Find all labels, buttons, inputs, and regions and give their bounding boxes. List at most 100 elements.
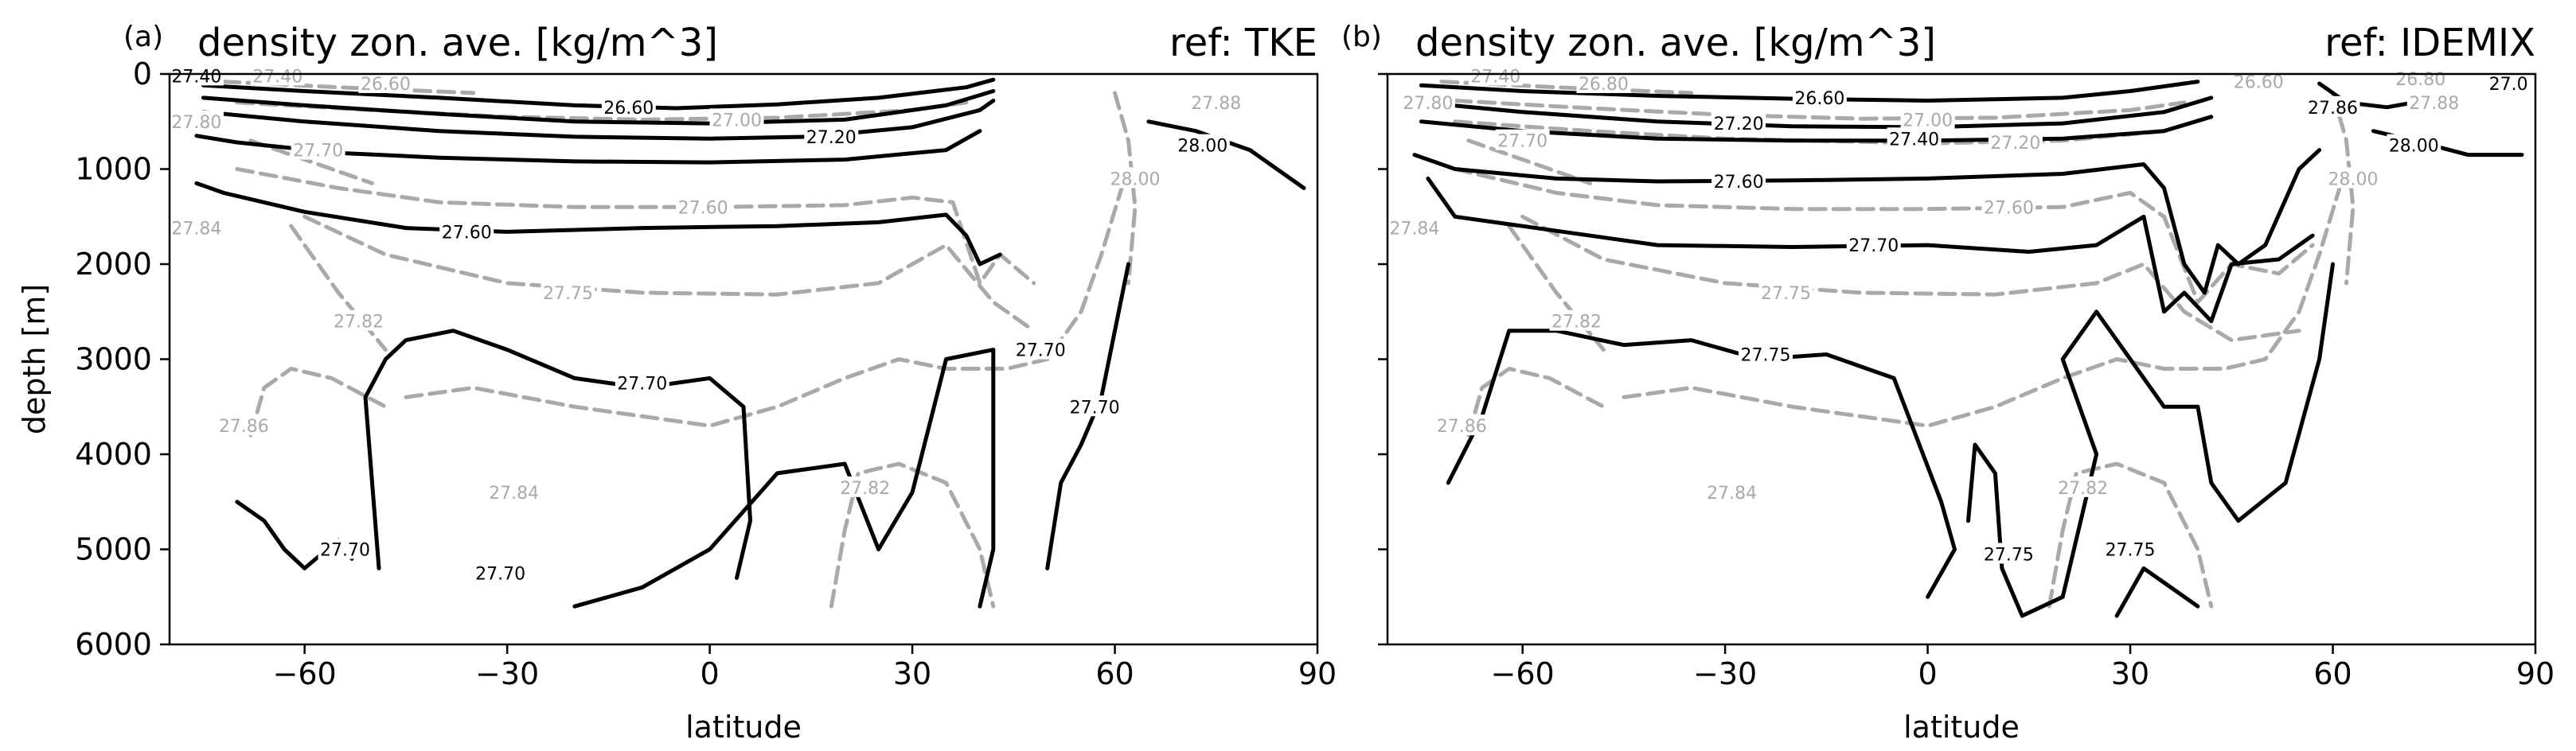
contour-label: 27.70 <box>1497 132 1548 152</box>
contour-label-bg <box>217 414 271 436</box>
contour-label-bg <box>615 372 669 393</box>
contour-label: 28.00 <box>1110 169 1160 189</box>
contour-label-bg <box>2481 72 2536 93</box>
contour-label: 27.60 <box>1984 198 2034 218</box>
contour-label: 27.84 <box>171 220 221 239</box>
contour-line-dashed-gray-27.70 <box>1466 138 1592 185</box>
contour-label: 27.40 <box>1889 130 1939 150</box>
contour-label-bg <box>1495 129 1550 150</box>
x-tick-label: 0 <box>700 656 719 691</box>
contour-label: 27.84 <box>1389 220 1439 239</box>
contour-label: 27.60 <box>442 223 492 243</box>
contour-label-bg <box>2305 95 2360 117</box>
contour-label-bg <box>1981 543 2036 564</box>
contour-label-bg <box>291 138 345 160</box>
contour-label-bg <box>1739 343 1793 364</box>
contour-label: 27.70 <box>293 142 343 161</box>
contour-line-solid-black-27.60 <box>194 181 1002 267</box>
contour-label: 27.75 <box>543 284 593 304</box>
contour-label: 27.82 <box>1551 313 1602 333</box>
x-tick-label: −30 <box>475 656 539 691</box>
contour-label: 27.88 <box>2409 94 2459 114</box>
x-tick-label: 0 <box>1918 656 1937 691</box>
contour-label: 27.60 <box>1714 173 1764 193</box>
contour-label-bg <box>804 125 859 146</box>
contour-label-bg <box>1792 86 1847 107</box>
contour-label: 27.75 <box>2106 541 2156 561</box>
contour-line-solid-black-27.70 <box>363 329 752 580</box>
contour-label-bg <box>1981 196 2036 217</box>
contour-label-bg <box>2103 538 2158 559</box>
contour-label: 27.84 <box>1707 484 1757 504</box>
contour-label-bg <box>541 281 595 302</box>
contour-label-bg <box>2393 67 2448 88</box>
contour-label: 27.86 <box>1437 417 1487 437</box>
contour-line-solid-black-27.86 <box>2317 81 2416 110</box>
contour-label-bg <box>358 72 413 93</box>
contour-label-bg <box>331 309 386 331</box>
x-axis-title: latitude <box>685 710 802 745</box>
contour-label: 27.86 <box>2308 99 2358 119</box>
contour-label-bg <box>601 95 656 117</box>
panel-label: (a) <box>123 21 163 53</box>
contour-line-dashed-gray-27.82 <box>2047 461 2214 609</box>
contour-label-bg <box>1711 170 1766 192</box>
y-tick-label: 6000 <box>75 627 152 662</box>
x-tick-label: −60 <box>1491 656 1555 691</box>
contour-label: 27.80 <box>171 113 221 133</box>
contour-line-solid-black-27.70 <box>1045 262 1130 570</box>
contour-label-bg <box>318 538 373 559</box>
contour-label: 27.00 <box>1903 111 1953 130</box>
contour-line-dashed-gray-27.60 <box>235 167 1036 286</box>
contour-label: 26.80 <box>2395 70 2445 90</box>
plot-area <box>1388 74 2535 644</box>
panel-title: density zon. ave. [kg/m^3] <box>1415 21 1936 65</box>
contour-label-bg <box>486 481 541 502</box>
contour-line-solid-black-27.70 <box>1426 176 2315 324</box>
contour-label-bg <box>676 196 731 217</box>
contour-label-bg <box>1175 134 1230 155</box>
x-tick-label: 90 <box>1298 656 1337 691</box>
contour-label: 27.70 <box>617 374 667 394</box>
contour-label-bg <box>2387 134 2441 155</box>
contour-line-solid-black-27.00 <box>201 89 996 126</box>
contour-line-solid-black-27.40 <box>194 129 982 165</box>
contour-line-solid-black-27.60 <box>1412 148 2322 295</box>
contour-label: 27.70 <box>1848 236 1899 256</box>
x-tick-label: 60 <box>1095 656 1134 691</box>
y-axis-title: depth [m] <box>17 284 52 434</box>
contour-label-bg <box>473 562 528 583</box>
contour-line-solid-black-27.70 <box>572 348 996 609</box>
x-axis-title: latitude <box>1903 710 2020 745</box>
contour-label: 27.75 <box>1741 346 1791 366</box>
x-tick-label: 60 <box>2313 656 2352 691</box>
contour-line-solid-black-27.75 <box>1966 262 2335 618</box>
contour-label-bg <box>1704 481 1759 502</box>
contour-label-bg <box>250 64 305 86</box>
contour-line-solid-black-27.75 <box>1446 329 1957 599</box>
contour-line-solid-black-27.20 <box>201 99 996 141</box>
contour-label: 27.70 <box>1016 341 1066 361</box>
contour-label: 27.20 <box>806 128 857 148</box>
x-tick-label: −30 <box>1693 656 1757 691</box>
contour-line-solid-black-26.60 <box>1419 80 2200 103</box>
contour-label-bg <box>1188 91 1243 112</box>
contour-label: 26.60 <box>361 75 411 95</box>
contour-line-dashed-gray-27.84 <box>1622 185 2342 428</box>
contour-label-bg <box>1887 127 1942 149</box>
contour-label: 27.40 <box>171 67 221 87</box>
contour-line-solid-black-27.75 <box>2114 566 2200 618</box>
contour-label: 26.60 <box>2234 73 2284 93</box>
contour-label-bg <box>1900 108 1955 130</box>
contour-label-bg <box>1988 131 2043 153</box>
y-tick-label: 0 <box>133 56 152 91</box>
contour-label-bg <box>1400 91 1455 112</box>
contour-label: 28.00 <box>1177 137 1228 157</box>
contour-label: 27.70 <box>320 541 370 561</box>
contour-label-bg <box>1107 167 1162 189</box>
contour-line-dashed-gray-27.84 <box>404 185 1124 428</box>
y-tick-label: 1000 <box>75 152 152 187</box>
contour-label: 27.88 <box>1191 94 1241 114</box>
contour-line-dashed-gray-27.86 <box>1466 367 1606 438</box>
contour-label: 27.82 <box>840 479 890 499</box>
